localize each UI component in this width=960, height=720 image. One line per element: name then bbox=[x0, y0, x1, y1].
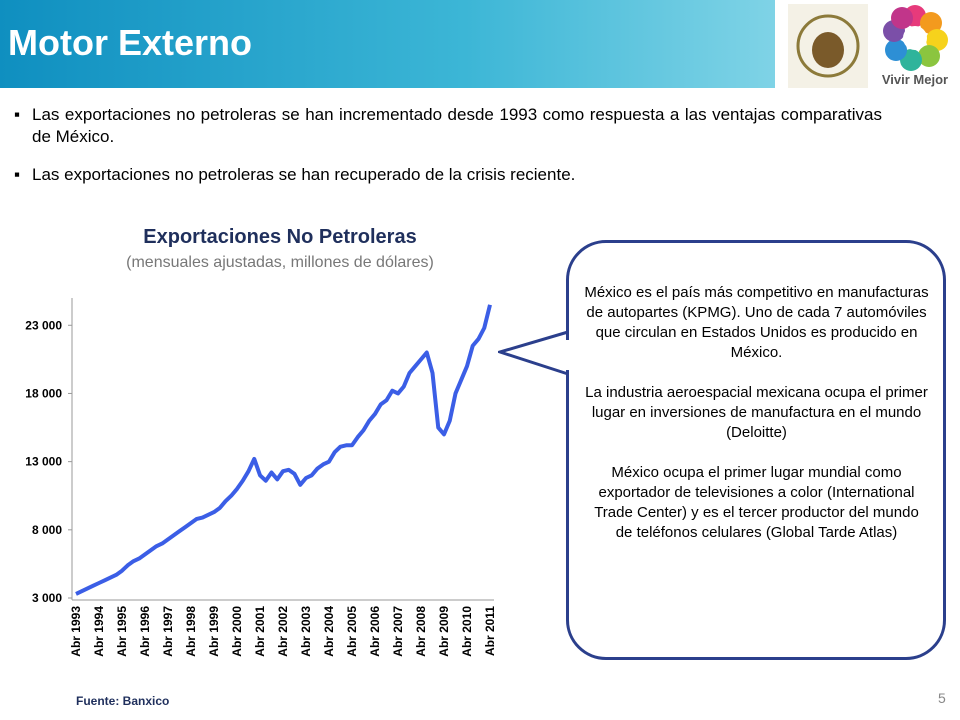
callout-paragraph: La industria aeroespacial mexicana ocupa… bbox=[585, 384, 928, 441]
x-tick-label: Abr 2010 bbox=[460, 606, 474, 657]
chart: 3 000 8 000 13 000 18 000 23 000 Abr 1993 Abr … bbox=[25, 298, 497, 657]
page-number: 5 bbox=[938, 690, 946, 706]
callout-text: México es el país más competitivo en man… bbox=[584, 283, 929, 563]
seal-ring bbox=[796, 14, 860, 78]
flower-logo bbox=[883, 5, 948, 71]
chart-title: Exportaciones No Petroleras bbox=[143, 226, 417, 248]
y-tick-label: 3 000 bbox=[32, 591, 62, 605]
bullet: Las exportaciones no petroleras se han i… bbox=[14, 104, 882, 148]
x-tick-label: Abr 2000 bbox=[230, 606, 244, 657]
callout-paragraph: México es el país más competitivo en man… bbox=[584, 284, 929, 361]
seal-eagle bbox=[812, 32, 844, 68]
x-tick-label: Abr 2002 bbox=[276, 606, 290, 657]
header-title: Motor Externo bbox=[8, 22, 253, 63]
x-tick-label: Abr 1994 bbox=[92, 606, 106, 657]
x-tick-label: Abr 2008 bbox=[414, 606, 428, 657]
source: Fuente: Banxico bbox=[76, 694, 170, 708]
callout-box bbox=[566, 240, 946, 660]
x-tick-label: Abr 2011 bbox=[483, 606, 497, 656]
x-tick-label: Abr 2006 bbox=[368, 606, 382, 657]
x-tick-label: Abr 2001 bbox=[253, 606, 267, 657]
x-tick-label: Abr 1997 bbox=[161, 606, 175, 657]
x-tick-label: Abr 1998 bbox=[184, 606, 198, 657]
logo-text: Vivir Mejor bbox=[882, 72, 948, 87]
logos: Vivir Mejor bbox=[788, 4, 948, 88]
callout-mask bbox=[560, 340, 572, 370]
x-tick-label: Abr 2003 bbox=[299, 606, 313, 657]
x-tick-label: Abr 1999 bbox=[207, 606, 221, 657]
line-series bbox=[75, 304, 492, 596]
x-tick-label: Abr 1996 bbox=[138, 606, 152, 657]
x-tick-label: Abr 2005 bbox=[345, 606, 359, 657]
y-tick-label: 23 000 bbox=[25, 318, 62, 332]
x-tick-label: Abr 2004 bbox=[322, 606, 336, 657]
x-tick-label: Abr 2007 bbox=[391, 606, 405, 657]
x-tick-label: Abr 1993 bbox=[69, 606, 83, 657]
callout-paragraph: México ocupa el primer lugar mundial com… bbox=[594, 464, 919, 541]
x-tick-label: Abr 1995 bbox=[115, 606, 129, 657]
y-tick-label: 13 000 bbox=[25, 455, 62, 469]
y-tick-label: 8 000 bbox=[32, 523, 62, 537]
chart-subtitle: (mensuales ajustadas, millones de dólare… bbox=[126, 254, 434, 271]
header-bar: Motor Externo bbox=[0, 0, 775, 88]
bullet: Las exportaciones no petroleras se han r… bbox=[14, 164, 882, 186]
y-tick-label: 18 000 bbox=[25, 386, 62, 400]
x-tick-label: Abr 2009 bbox=[437, 606, 451, 657]
